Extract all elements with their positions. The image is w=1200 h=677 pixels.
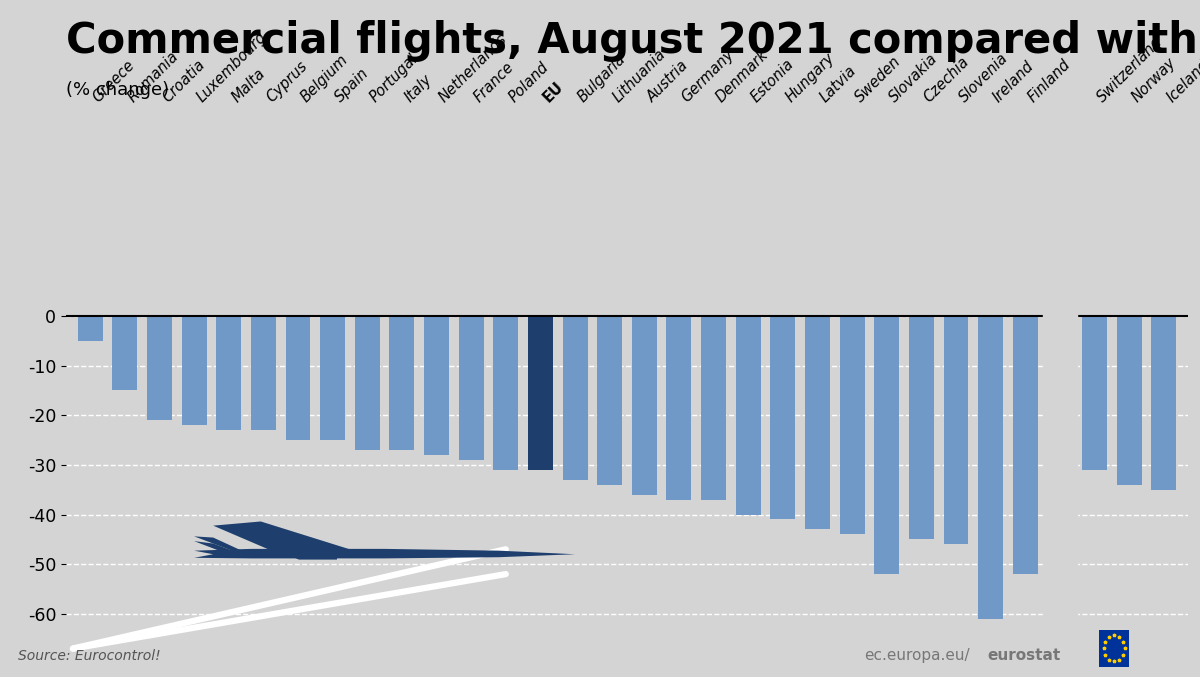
Bar: [805, 316, 830, 529]
Polygon shape: [194, 541, 241, 554]
Text: Austria: Austria: [644, 58, 691, 105]
Bar: [493, 316, 518, 470]
Polygon shape: [194, 536, 241, 550]
Text: ec.europa.eu/: ec.europa.eu/: [864, 649, 970, 663]
Text: Slovakia: Slovakia: [887, 51, 941, 105]
Bar: [978, 316, 1003, 619]
Text: Bulgaria: Bulgaria: [575, 51, 629, 105]
Text: eurostat: eurostat: [988, 649, 1061, 663]
Text: Luxembourg: Luxembourg: [194, 29, 270, 105]
Bar: [563, 316, 588, 480]
Polygon shape: [214, 521, 403, 554]
Bar: [632, 316, 656, 495]
Bar: [666, 316, 691, 500]
Text: Norway: Norway: [1129, 55, 1180, 105]
Text: Greece: Greece: [90, 58, 138, 105]
Bar: [1117, 316, 1141, 485]
Text: Lithuania: Lithuania: [610, 46, 668, 105]
Bar: [528, 316, 553, 470]
Bar: [251, 316, 276, 430]
Text: (% change): (% change): [66, 81, 169, 100]
Bar: [875, 316, 899, 574]
Text: Portugal: Portugal: [367, 51, 421, 105]
Bar: [908, 316, 934, 540]
Bar: [320, 316, 346, 440]
Text: Source: Eurocontrol!: Source: Eurocontrol!: [18, 649, 161, 663]
Text: Netherlands: Netherlands: [437, 31, 510, 105]
Bar: [840, 316, 864, 534]
Text: Iceland: Iceland: [1164, 57, 1200, 105]
Bar: [701, 316, 726, 500]
Text: Romania: Romania: [125, 49, 181, 105]
Text: Spain: Spain: [332, 66, 372, 105]
Bar: [390, 316, 414, 450]
Text: Hungary: Hungary: [782, 50, 838, 105]
Bar: [770, 316, 796, 519]
Bar: [78, 316, 103, 341]
Bar: [1043, 291, 1078, 663]
Text: Cyprus: Cyprus: [263, 58, 310, 105]
Bar: [943, 316, 968, 544]
Bar: [216, 316, 241, 430]
Polygon shape: [289, 555, 337, 560]
Bar: [1082, 316, 1106, 470]
Text: Ireland: Ireland: [991, 58, 1037, 105]
Bar: [1151, 316, 1176, 489]
Bar: [113, 316, 137, 391]
Bar: [355, 316, 379, 450]
Text: EU: EU: [540, 79, 566, 105]
Text: Switzerland: Switzerland: [1094, 34, 1165, 105]
Polygon shape: [194, 549, 575, 559]
Text: Germany: Germany: [679, 47, 737, 105]
Text: France: France: [472, 60, 517, 105]
Bar: [286, 316, 311, 440]
Bar: [736, 316, 761, 515]
Text: Malta: Malta: [229, 66, 268, 105]
Bar: [598, 316, 622, 485]
Bar: [1013, 316, 1038, 574]
Text: Slovenia: Slovenia: [956, 50, 1010, 105]
Text: Sweden: Sweden: [852, 53, 904, 105]
Text: Denmark: Denmark: [714, 47, 772, 105]
Text: Commercial flights, August 2021 compared with August 2019: Commercial flights, August 2021 compared…: [66, 20, 1200, 62]
Bar: [148, 316, 172, 420]
Bar: [458, 316, 484, 460]
Text: Finland: Finland: [1025, 57, 1074, 105]
Text: Estonia: Estonia: [749, 56, 797, 105]
Text: Czechia: Czechia: [922, 54, 972, 105]
Bar: [181, 316, 206, 425]
Bar: [424, 316, 449, 455]
Text: Latvia: Latvia: [817, 63, 859, 105]
Text: Belgium: Belgium: [298, 52, 352, 105]
Text: Italy: Italy: [402, 72, 436, 105]
Text: Croatia: Croatia: [160, 57, 208, 105]
Text: Poland: Poland: [505, 60, 552, 105]
